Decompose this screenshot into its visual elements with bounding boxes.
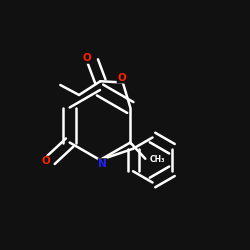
Text: O: O [117, 73, 126, 83]
Text: O: O [83, 53, 92, 63]
Text: CH₃: CH₃ [150, 156, 165, 164]
Text: O: O [41, 156, 50, 166]
Text: N: N [98, 159, 107, 169]
